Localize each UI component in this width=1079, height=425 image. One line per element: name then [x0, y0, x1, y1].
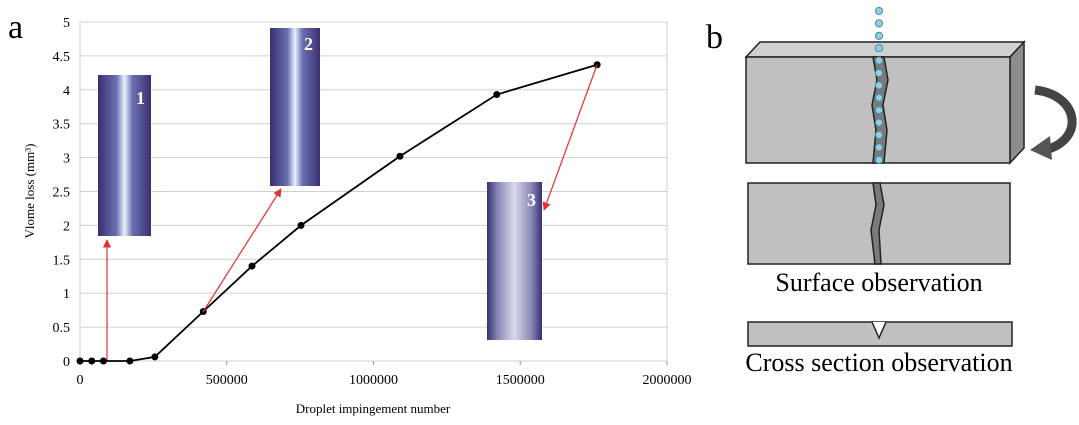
x-tick-label: 2000000 [643, 373, 692, 388]
droplet [874, 44, 884, 53]
diagram [744, 40, 1077, 347]
y-tick-label: 2 [63, 219, 70, 234]
x-axis-label: Droplet impingement number [296, 401, 451, 416]
inset-image [487, 182, 542, 340]
y-tick-label: 1.5 [53, 253, 71, 268]
inset-label: 2 [304, 34, 313, 54]
y-tick-label: 3.5 [53, 118, 71, 133]
data-point [76, 357, 84, 365]
droplet [874, 130, 884, 140]
y-axis-label: Vlome loss (mm³) [22, 144, 37, 239]
panel-label: b [706, 19, 723, 56]
arrow [542, 64, 598, 211]
droplet [874, 81, 884, 90]
droplet [874, 118, 884, 127]
data-point [396, 152, 404, 160]
data-point [88, 357, 96, 365]
droplet [874, 93, 884, 102]
y-tick-label: 0 [63, 355, 70, 370]
y-tick-label: 4 [63, 84, 70, 99]
droplet [874, 56, 884, 65]
y-tick-label: 4.5 [53, 50, 71, 65]
y-tick-label: 5 [63, 16, 70, 31]
y-tick-label: 2.5 [53, 186, 71, 201]
data-point [99, 357, 107, 365]
droplets [874, 6, 884, 164]
inset-image [98, 75, 151, 236]
inset-label: 1 [136, 88, 145, 108]
x-tick-label: 0 [77, 373, 84, 388]
droplet [874, 6, 884, 16]
diagram-label: Cross section observation [745, 348, 1012, 377]
x-tick-label: 1000000 [349, 373, 398, 388]
data-point [151, 353, 159, 361]
data-point [593, 61, 601, 69]
droplet [874, 106, 884, 115]
x-tick-label: 500000 [206, 373, 248, 388]
droplet [874, 155, 884, 164]
data-point [297, 221, 305, 229]
y-tick-label: 3 [63, 152, 70, 167]
arrow [202, 188, 282, 313]
y-tick-label: 1 [63, 287, 70, 302]
y-tick-label: 0.5 [53, 321, 71, 336]
panel-label: a [8, 9, 23, 46]
data-point [248, 262, 256, 270]
data-point [493, 91, 501, 99]
data-point [126, 357, 134, 365]
inset-image [270, 28, 320, 186]
inset-label: 3 [527, 190, 536, 210]
droplet [874, 19, 884, 28]
droplet [874, 143, 884, 152]
diagram-label: Surface observation [775, 268, 982, 297]
x-tick-label: 1500000 [496, 373, 545, 388]
droplet [874, 31, 884, 40]
droplet [874, 68, 884, 78]
